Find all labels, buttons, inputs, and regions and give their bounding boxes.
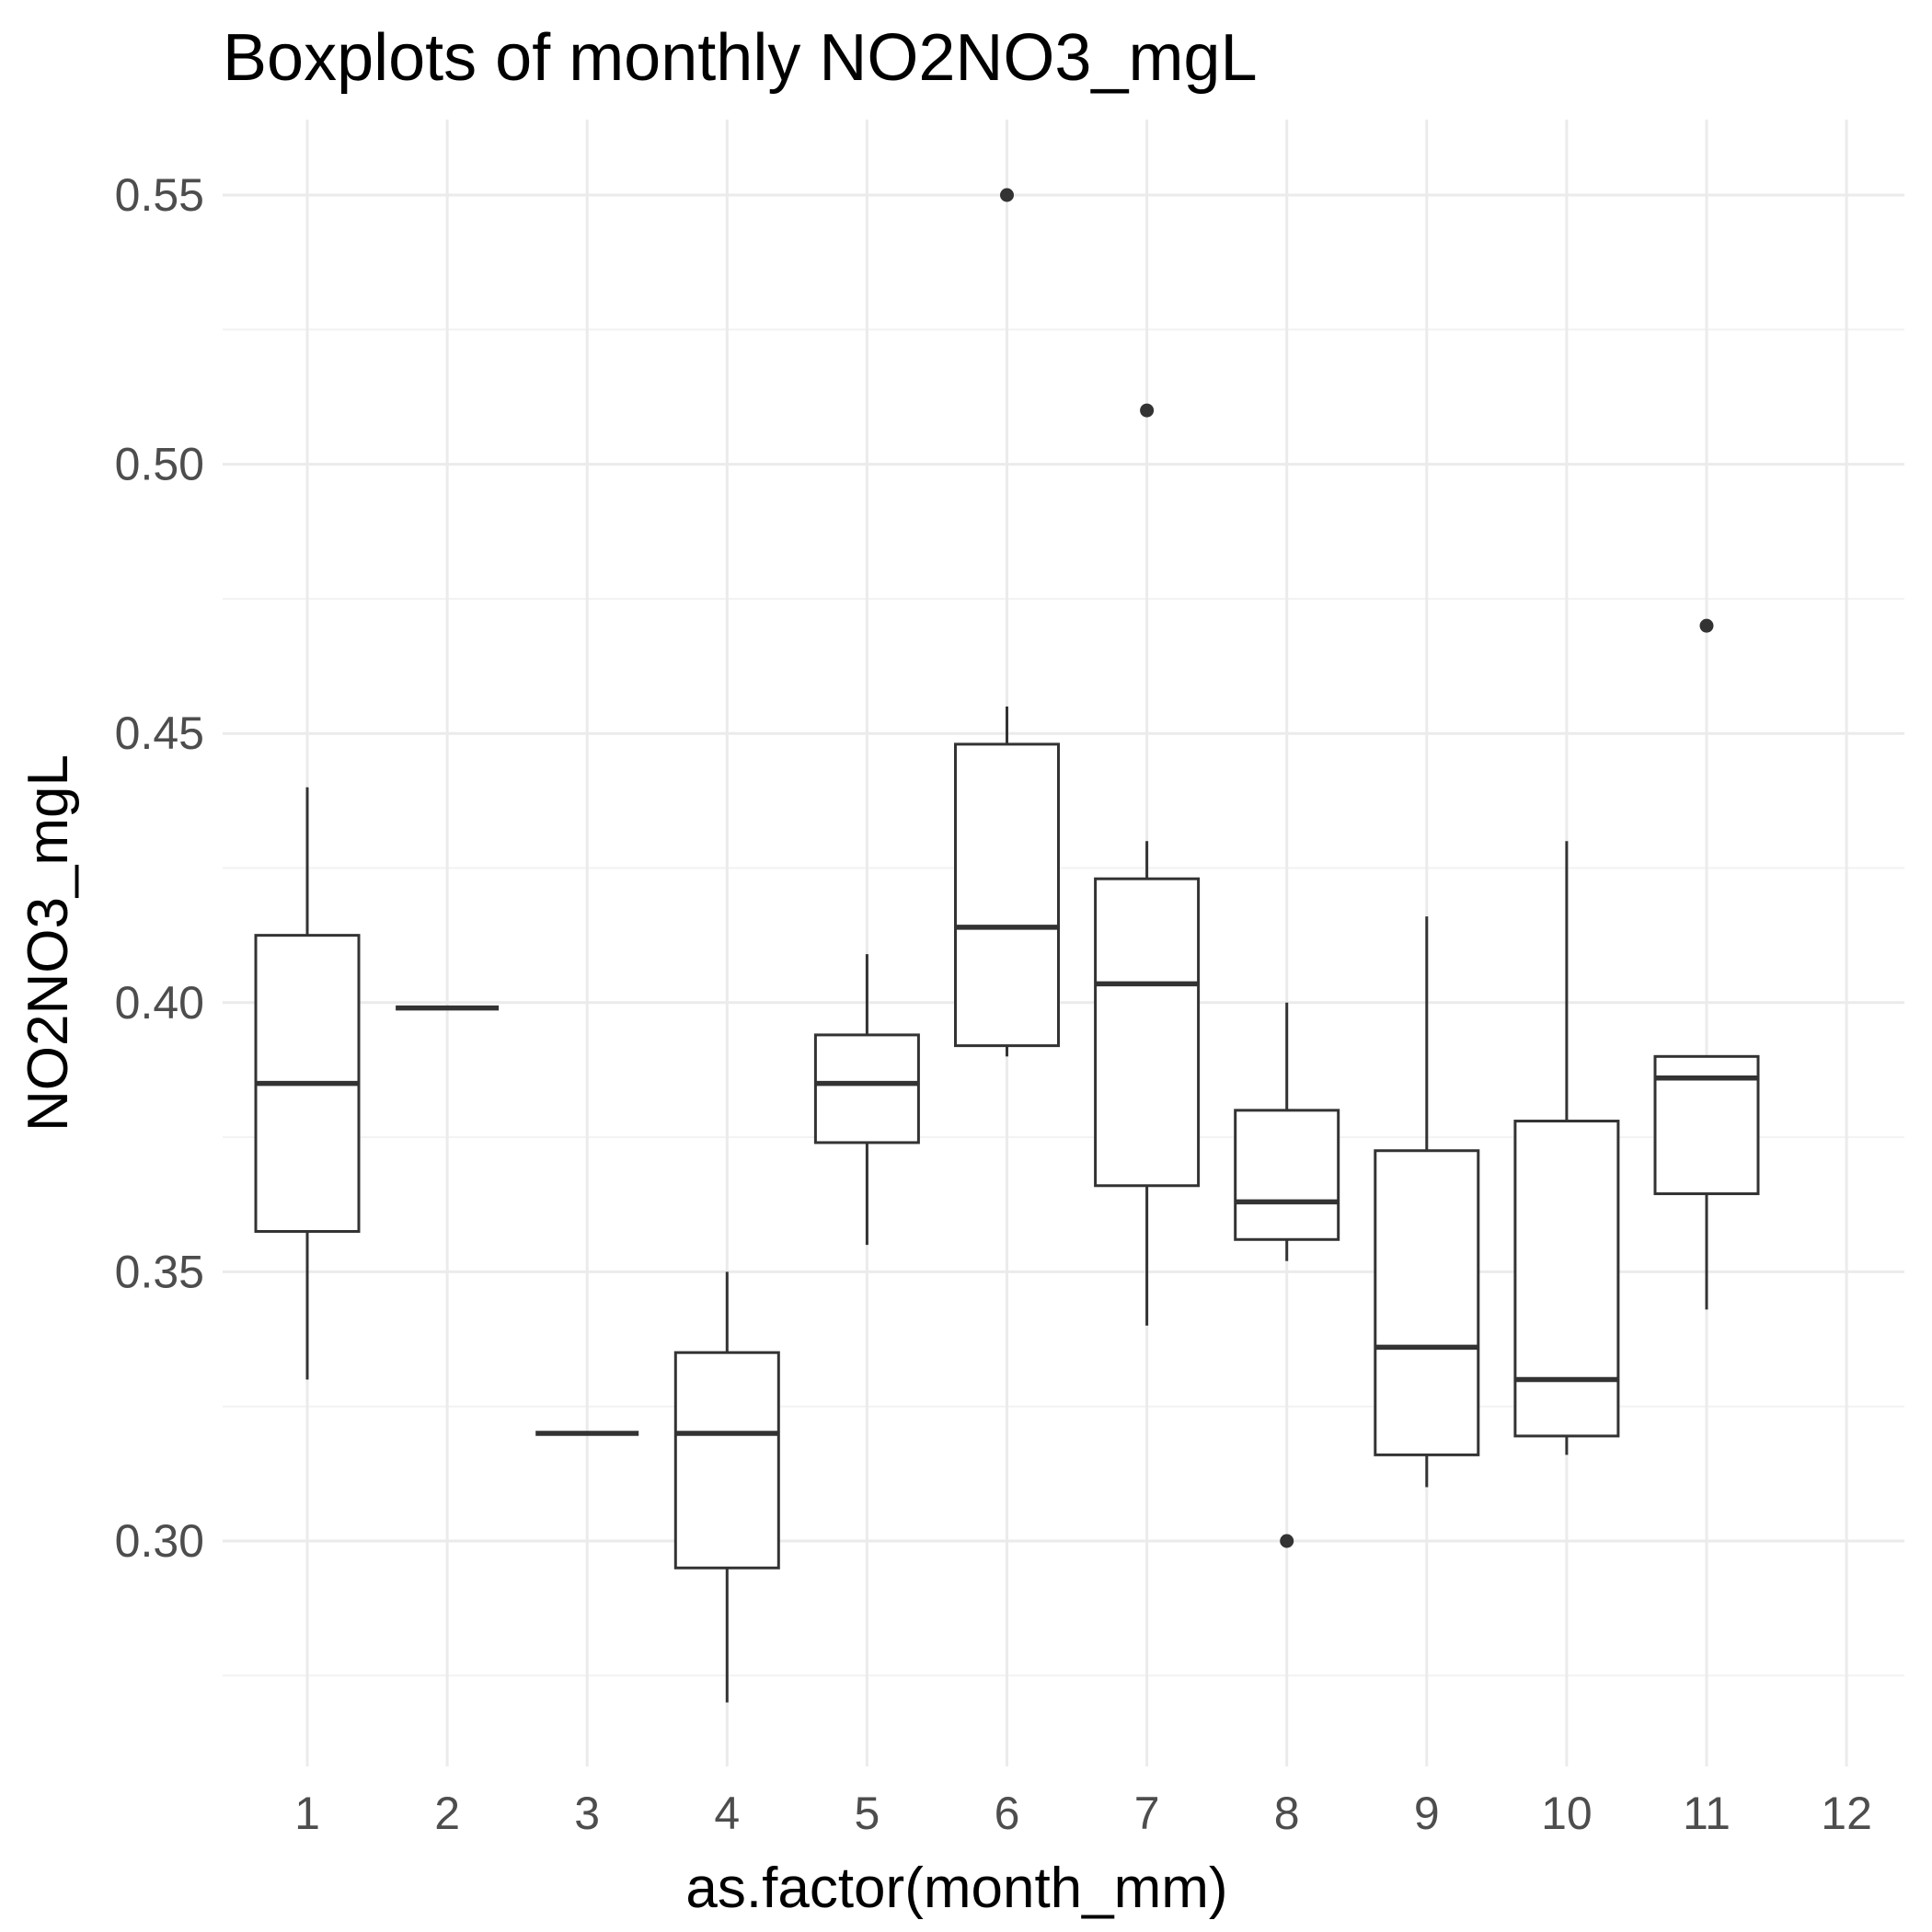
grid — [223, 120, 1904, 1766]
x-tick-label: 2 — [434, 1788, 460, 1839]
iqr-box — [813, 1033, 920, 1144]
x-tick-label: 1 — [294, 1788, 320, 1839]
y-tick-label: 0.40 — [115, 977, 204, 1029]
x-tick-label: 4 — [714, 1788, 740, 1839]
x-tick-label: 3 — [574, 1788, 600, 1839]
outlier-point — [1699, 618, 1714, 633]
x-tick-label: 9 — [1414, 1788, 1440, 1839]
box-month-1 — [254, 787, 361, 1380]
outlier-point — [1000, 188, 1014, 202]
iqr-box — [1513, 1120, 1620, 1438]
iqr-box — [1094, 877, 1201, 1188]
outlier-point — [1140, 403, 1155, 418]
box-month-11 — [1653, 618, 1760, 1310]
box-month-7 — [1094, 403, 1201, 1326]
x-tick-label: 7 — [1134, 1788, 1160, 1839]
box-month-10 — [1513, 841, 1620, 1455]
iqr-box — [673, 1351, 780, 1570]
y-tick-label: 0.55 — [115, 169, 204, 221]
x-axis-tick-labels: 1 2 3 4 5 6 7 8 9 10 11 12 — [294, 1788, 1872, 1839]
iqr-box — [1234, 1109, 1340, 1241]
box-month-8 — [1234, 1002, 1340, 1548]
y-tick-label: 0.30 — [115, 1515, 204, 1567]
y-tick-label: 0.45 — [115, 707, 204, 759]
x-tick-label: 6 — [995, 1788, 1020, 1839]
iqr-box — [954, 742, 1060, 1048]
y-tick-label: 0.50 — [115, 439, 204, 490]
x-tick-label: 12 — [1821, 1788, 1872, 1839]
x-tick-label: 11 — [1683, 1788, 1731, 1839]
outlier-point — [1280, 1534, 1294, 1548]
box-month-5 — [813, 954, 920, 1246]
y-tick-label: 0.35 — [115, 1246, 204, 1297]
y-axis-title: NO2NO3_mgL — [17, 754, 80, 1132]
boxes — [254, 188, 1760, 1703]
x-tick-label: 5 — [854, 1788, 880, 1839]
x-tick-label: 10 — [1541, 1788, 1593, 1839]
x-axis-title: as.factor(month_mm) — [685, 1857, 1227, 1920]
box-month-4 — [673, 1271, 780, 1703]
x-tick-label: 8 — [1274, 1788, 1300, 1839]
iqr-box — [1374, 1149, 1480, 1456]
y-axis-tick-labels: 0.30 0.35 0.40 0.45 0.50 0.55 — [115, 169, 204, 1567]
box-month-9 — [1374, 916, 1480, 1488]
box-month-6 — [954, 188, 1060, 1057]
chart-title: Boxplots of monthly NO2NO3_mgL — [223, 21, 1258, 95]
